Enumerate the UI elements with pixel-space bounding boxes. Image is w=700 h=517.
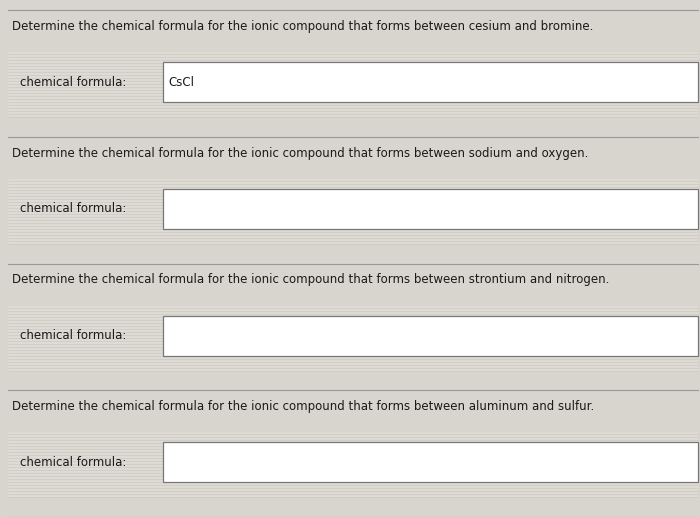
Text: Determine the chemical formula for the ionic compound that forms between sodium : Determine the chemical formula for the i…: [12, 147, 589, 160]
FancyBboxPatch shape: [163, 62, 698, 102]
FancyBboxPatch shape: [163, 315, 698, 356]
Text: Determine the chemical formula for the ionic compound that forms between stronti: Determine the chemical formula for the i…: [12, 273, 610, 286]
Bar: [8, 179, 698, 244]
Bar: [8, 432, 698, 497]
Text: Determine the chemical formula for the ionic compound that forms between cesium : Determine the chemical formula for the i…: [12, 20, 594, 33]
Text: chemical formula:: chemical formula:: [20, 202, 127, 215]
Bar: [8, 52, 698, 117]
Text: chemical formula:: chemical formula:: [20, 456, 127, 469]
FancyBboxPatch shape: [163, 189, 698, 229]
Text: chemical formula:: chemical formula:: [20, 329, 127, 342]
FancyBboxPatch shape: [163, 442, 698, 482]
Text: CsCl: CsCl: [168, 75, 194, 88]
Text: chemical formula:: chemical formula:: [20, 75, 127, 88]
Bar: [8, 306, 698, 371]
Text: Determine the chemical formula for the ionic compound that forms between aluminu: Determine the chemical formula for the i…: [12, 400, 594, 413]
